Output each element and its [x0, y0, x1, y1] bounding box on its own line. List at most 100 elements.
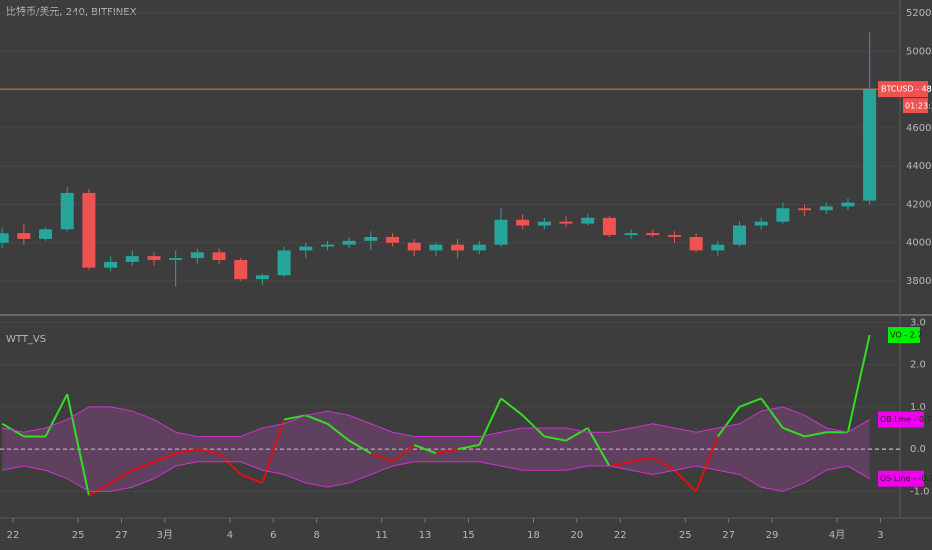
line-segment: [846, 334, 871, 433]
series-tag: VO - 2.7: [890, 331, 922, 340]
x-tick-label: 3月: [157, 529, 173, 541]
candle-body: [841, 202, 855, 207]
x-tick-label: 13: [419, 530, 432, 541]
candle-body: [798, 208, 812, 211]
candle-body: [104, 261, 118, 268]
x-tick-label: 27: [722, 530, 735, 541]
line-segment: [261, 419, 286, 484]
series-tag: OB Line - 0.7: [880, 415, 932, 424]
line-segment: [782, 427, 805, 438]
series-tag-box: [888, 327, 920, 344]
price-tag: BTCUSD - 4802.5: [881, 85, 932, 94]
x-tick-label: 8: [313, 530, 319, 541]
x-tick-label: 4月: [829, 529, 845, 541]
y-tick-label: 4200.0: [906, 199, 932, 210]
chart-title: 比特币/美元, 240, BITFINEX: [6, 5, 137, 18]
line-segment: [544, 435, 567, 442]
candle-body: [386, 236, 400, 243]
line-segment: [66, 393, 90, 496]
x-tick-label: 15: [462, 530, 475, 541]
line-segment: [521, 414, 546, 438]
x-tick-label: 29: [766, 530, 779, 541]
candle-body: [451, 244, 465, 251]
y-tick-label: 4000.0: [906, 238, 932, 249]
y-tick-label: 3.0: [910, 317, 926, 328]
line-segment: [565, 427, 589, 442]
candle-body: [667, 235, 681, 237]
x-tick-label: 6: [270, 530, 276, 541]
candle-body: [559, 221, 573, 224]
line-segment: [413, 443, 437, 455]
line-segment: [175, 448, 198, 455]
band-fill: [2, 406, 870, 492]
line-segment: [478, 397, 502, 446]
candle-body: [602, 217, 616, 236]
line-segment: [197, 448, 220, 455]
line-segment: [457, 443, 480, 451]
series-tag: OS Line - -0.7: [880, 474, 932, 483]
x-tick-label: 4: [227, 530, 233, 541]
candle-body: [711, 244, 725, 251]
x-tick-label: 22: [7, 530, 20, 541]
y-tick-label: 2.0: [910, 360, 926, 371]
countdown: 01:23:11: [905, 102, 932, 111]
y-tick-label: 4600.0: [906, 123, 932, 134]
line-segment: [760, 397, 784, 429]
candle-body: [689, 236, 703, 251]
candle-body: [581, 217, 595, 224]
candle-body: [125, 256, 139, 262]
line-segment: [240, 473, 263, 484]
y-tick-label: 3800.0: [906, 276, 932, 287]
line-segment: [370, 452, 393, 463]
line-segment: [673, 469, 697, 493]
candle-body: [819, 206, 833, 211]
countdown-box: [903, 98, 928, 114]
x-tick-label: 18: [527, 530, 540, 541]
line-segment: [586, 427, 611, 467]
candle-body: [646, 233, 660, 236]
line-segment: [283, 414, 306, 421]
candle-body: [277, 250, 291, 276]
line-segment: [652, 456, 675, 472]
candle-body: [0, 233, 9, 243]
y-tick-label: 0.0: [910, 444, 926, 455]
candle-body: [537, 221, 551, 226]
y-tick-label: 4400.0: [906, 161, 932, 172]
line-segment: [739, 397, 762, 408]
y-tick-label: 1.0: [910, 402, 926, 413]
candle-body: [516, 219, 530, 226]
candle-body: [494, 219, 508, 245]
line-segment: [88, 482, 112, 497]
x-tick-label: 3: [877, 530, 883, 541]
candle-body: [190, 252, 204, 259]
candle-body: [234, 259, 248, 280]
line-segment: [435, 448, 458, 455]
band-line: [2, 406, 870, 437]
candle-body: [212, 252, 226, 260]
candle-body: [429, 244, 443, 251]
series-tag-box: [878, 411, 924, 428]
candle-body: [299, 246, 313, 251]
candle-body: [863, 89, 877, 201]
candle-body: [624, 233, 638, 236]
line-segment: [391, 444, 415, 463]
candle-body: [255, 275, 269, 280]
candle-body: [39, 229, 53, 239]
band-line: [2, 461, 870, 492]
indicator-title: WTT_VS: [6, 334, 46, 345]
line-segment: [695, 436, 719, 492]
candle-body: [320, 244, 334, 247]
x-tick-label: 11: [375, 530, 388, 541]
series-tag-box: [878, 470, 924, 487]
line-segment: [804, 431, 827, 438]
line-segment: [110, 469, 133, 484]
x-tick-label: 20: [571, 530, 584, 541]
candle-body: [472, 244, 486, 251]
line-segment: [630, 456, 653, 463]
price-tag-box: [878, 81, 928, 98]
candle-body: [776, 208, 790, 222]
x-tick-label: 25: [679, 530, 692, 541]
y-tick-label: -1.0: [910, 486, 930, 497]
